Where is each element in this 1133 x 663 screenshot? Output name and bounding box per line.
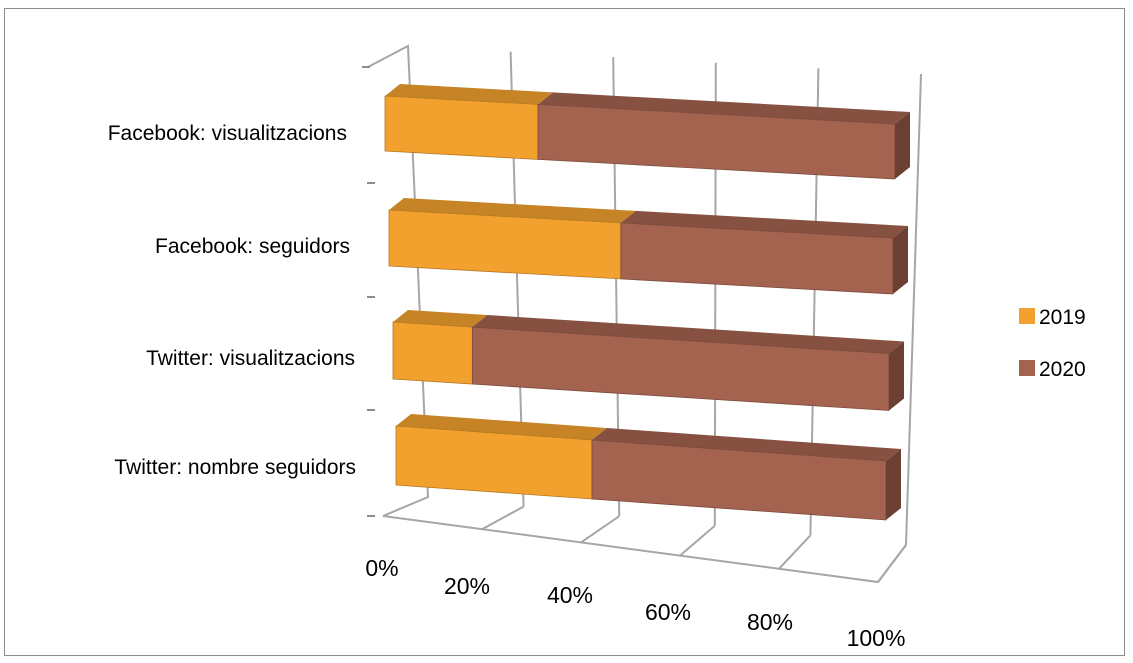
bar-2020-3-side (886, 449, 901, 520)
bar-2020-3-top (592, 428, 901, 461)
x-tick-label: 20% (444, 573, 490, 599)
gridline-floor (481, 505, 525, 531)
bar-2019-2-top (393, 310, 488, 328)
category-label: Twitter: visualitzacions (146, 347, 355, 370)
legend: 2019 2020 (1019, 306, 1086, 381)
legend-label: 2020 (1039, 358, 1086, 381)
x-tick-label: 100% (847, 625, 906, 651)
legend-swatch-2020 (1019, 360, 1035, 376)
bar-2020-1-top (620, 210, 908, 238)
bar-2019-3-top (396, 414, 607, 440)
bar-2020-0-side (895, 112, 910, 179)
back-right-edge (905, 73, 922, 546)
category-label: Facebook: seguidors (155, 235, 350, 258)
category-labels: Facebook: visualitzacions Facebook: segui… (108, 122, 356, 479)
gridline-floor (580, 515, 620, 544)
category-label: Twitter: nombre seguidors (114, 456, 356, 479)
bar-2020-2-side (889, 341, 904, 411)
legend-swatch-2019 (1019, 308, 1035, 324)
x-tick-label: 60% (645, 599, 691, 625)
bar-2019-2 (392, 321, 473, 385)
legend-label: 2019 (1039, 306, 1086, 329)
bar-2019-1-top (389, 198, 636, 223)
bar-2019-0 (384, 95, 539, 160)
gridline-floor (877, 544, 907, 583)
left-wall (367, 44, 430, 517)
x-tick-label: 80% (747, 609, 793, 635)
bar-2019-0-top (385, 84, 553, 105)
x-tick-label: 0% (365, 555, 398, 581)
bar-2020-0-top (538, 92, 910, 124)
x-tick-labels: 0% 20% 40% 60% 80% 100% (365, 555, 905, 651)
gridline-floor (679, 525, 716, 557)
gridline-floor (778, 534, 812, 570)
x-tick-label: 40% (547, 582, 593, 608)
bar-2020-2-top (472, 315, 904, 354)
bar-2020-1-side (893, 226, 908, 294)
bars (384, 84, 910, 521)
category-label: Facebook: visualitzacions (108, 122, 347, 145)
